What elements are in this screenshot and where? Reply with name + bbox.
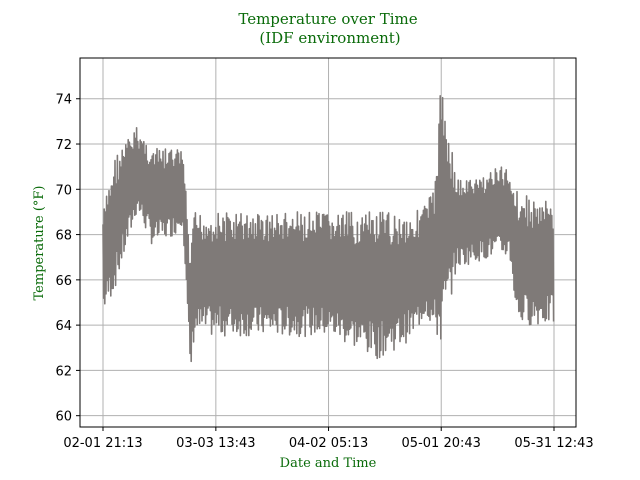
y-tick-label: 70 <box>55 183 72 198</box>
y-tick-label: 74 <box>55 93 72 108</box>
series-line <box>102 95 555 363</box>
y-axis-label: Temperature (°F) <box>32 186 47 301</box>
y-tick-label: 60 <box>55 410 72 425</box>
chart-title-line2: (IDF environment) <box>259 29 400 47</box>
x-axis: 02-01 21:13 03-03 13:43 04-02 05:13 05-01 2… <box>63 427 594 451</box>
x-axis-label: Date and Time <box>280 456 377 471</box>
x-tick-label: 05-01 20:43 <box>402 436 481 451</box>
series-group <box>102 95 555 363</box>
x-tick-label: 05-31 12:43 <box>514 436 593 451</box>
y-tick-label: 64 <box>55 319 72 334</box>
x-tick-label: 02-01 21:13 <box>63 436 142 451</box>
chart-title-line1: Temperature over Time <box>238 10 417 28</box>
y-tick-label: 66 <box>55 274 72 289</box>
y-tick-label: 72 <box>55 138 72 153</box>
y-tick-label: 62 <box>55 364 72 379</box>
x-tick-label: 03-03 13:43 <box>176 436 255 451</box>
plot-frame <box>79 57 577 428</box>
y-tick-label: 68 <box>55 229 72 244</box>
y-axis: 60 62 64 66 68 70 72 74 <box>55 93 80 425</box>
x-tick-label: 04-02 05:13 <box>289 436 368 451</box>
